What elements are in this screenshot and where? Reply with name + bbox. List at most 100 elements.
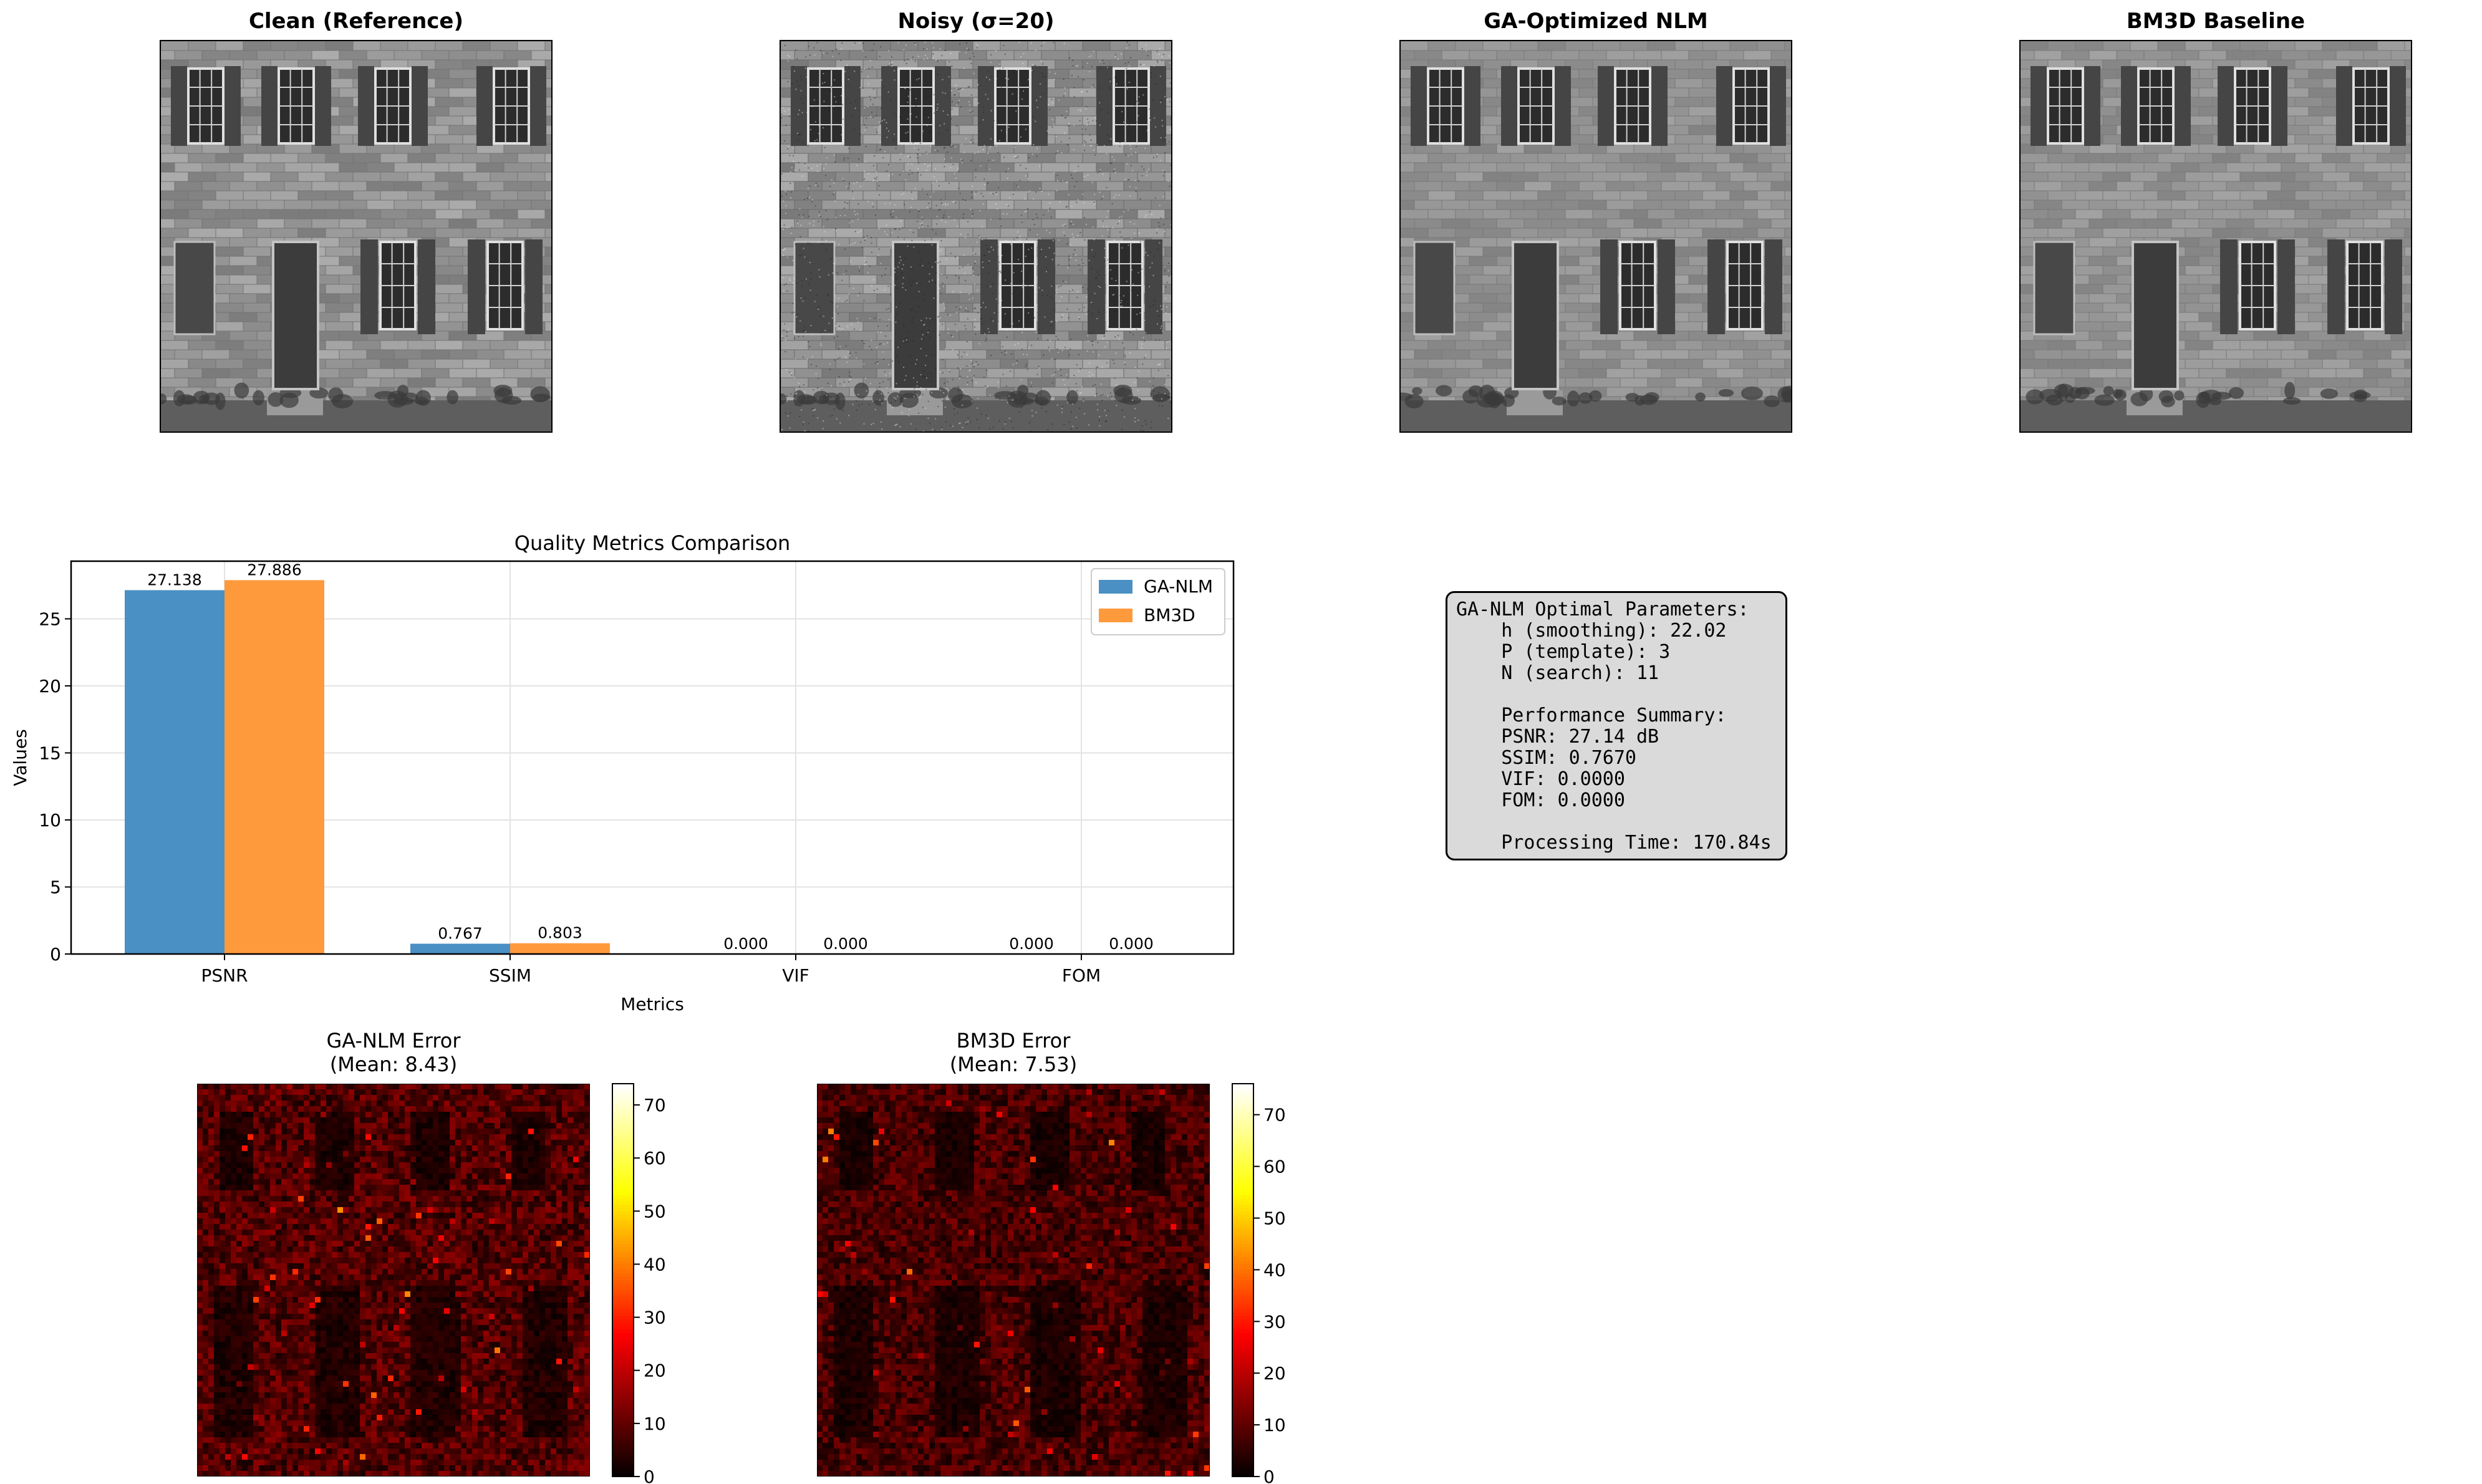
shutter	[881, 66, 897, 146]
panel-title-bm3d: BM3D Baseline	[2019, 9, 2412, 34]
colorbar-tick-label: 10	[1263, 1415, 1286, 1435]
shutter	[1765, 239, 1782, 334]
colorbar-tick-label: 0	[1263, 1467, 1275, 1484]
door	[273, 242, 318, 389]
info-line: P (template): 3	[1456, 642, 1785, 663]
clean-reference-image	[160, 40, 553, 433]
legend-swatch	[1099, 609, 1132, 622]
heatmap-subtitle-bm3d: (Mean: 7.53)	[817, 1053, 1210, 1076]
shutter	[2084, 66, 2100, 146]
blank-shutter	[2034, 242, 2074, 334]
shutter	[2390, 66, 2406, 146]
shutter	[225, 66, 241, 146]
info-line	[1456, 684, 1785, 705]
shutter	[1707, 239, 1725, 334]
colorbar-tick-label: 20	[1263, 1363, 1286, 1384]
heatmap-title-ga-nlm: GA-NLM Error	[197, 1029, 590, 1053]
shutter	[844, 66, 861, 146]
shutter	[476, 66, 493, 146]
y-tick-label: 15	[39, 743, 61, 763]
shutter	[1088, 239, 1105, 334]
colorbar-tick-label: 50	[1263, 1208, 1286, 1229]
colorbar-tick-label: 30	[1263, 1311, 1286, 1332]
shutter	[1600, 239, 1618, 334]
bar-ga-nlm-psnr	[125, 590, 225, 954]
bar-value-label: 0.000	[1109, 935, 1154, 953]
colorbar-tick-label: 40	[644, 1254, 666, 1274]
y-tick-label: 0	[50, 944, 61, 965]
legend-swatch	[1099, 580, 1132, 594]
x-tick-label: FOM	[1062, 965, 1101, 986]
heatmap-subtitle-ga-nlm: (Mean: 8.43)	[197, 1053, 590, 1076]
shutter	[412, 66, 428, 146]
shutter	[791, 66, 807, 146]
bm3d-image	[2019, 40, 2412, 433]
colorbar-tick-label: 60	[644, 1148, 666, 1168]
ga-nlm-error-heatmap	[197, 1084, 590, 1477]
bar-bm3d-ssim	[510, 943, 610, 954]
shutter	[1716, 66, 1732, 146]
colorbar-tick-label: 60	[1263, 1157, 1286, 1177]
shutter	[1501, 66, 1517, 146]
colorbar-tick-label: 40	[1263, 1260, 1286, 1280]
x-tick-label: SSIM	[489, 965, 531, 986]
shutter	[2271, 66, 2287, 146]
shutter	[2218, 66, 2234, 146]
shutter	[525, 239, 543, 334]
shutter	[360, 239, 378, 334]
shutter	[530, 66, 546, 146]
bar-ga-nlm-ssim	[410, 944, 510, 954]
shutter	[1555, 66, 1571, 146]
shutter	[418, 239, 435, 334]
info-line: Processing Time: 170.84s	[1456, 832, 1785, 854]
noisy-image	[780, 40, 1172, 433]
shutter	[358, 66, 374, 146]
info-line: FOM: 0.0000	[1456, 790, 1785, 811]
y-tick-label: 25	[39, 609, 61, 629]
bar-value-label: 0.767	[438, 925, 483, 943]
panel-title-noisy: Noisy (σ=20)	[780, 9, 1172, 34]
shutter	[171, 66, 187, 146]
shutter	[1651, 66, 1668, 146]
legend-label: GA-NLM	[1144, 576, 1213, 597]
x-tick-label: VIF	[782, 965, 809, 986]
info-line: VIF: 0.0000	[1456, 769, 1785, 790]
y-tick-label: 10	[39, 810, 61, 831]
shutter	[2327, 239, 2345, 334]
shutter	[2121, 66, 2137, 146]
bm3d-error-heatmap	[817, 1084, 1210, 1477]
panel-title-clean: Clean (Reference)	[160, 9, 553, 34]
shutter	[315, 66, 331, 146]
blank-shutter	[175, 242, 215, 334]
info-line: GA-NLM Optimal Parameters:	[1456, 599, 1785, 620]
info-line: PSNR: 27.14 dB	[1456, 726, 1785, 748]
ground	[1401, 400, 1791, 431]
info-line: Performance Summary:	[1456, 705, 1785, 726]
door	[893, 242, 938, 389]
shutter	[1598, 66, 1614, 146]
shutter	[2277, 239, 2295, 334]
y-tick-label: 5	[50, 877, 61, 897]
shutter	[935, 66, 951, 146]
info-line: SSIM: 0.7670	[1456, 748, 1785, 769]
bar-value-label: 0.000	[1009, 935, 1054, 953]
bar-value-label: 0.000	[823, 935, 868, 953]
ga-nlm-image	[1399, 40, 1792, 433]
colorbar-tick-label: 10	[644, 1414, 666, 1434]
shutter	[1145, 239, 1162, 334]
panel-title-ga-nlm: GA-Optimized NLM	[1399, 9, 1792, 34]
shutter	[2031, 66, 2047, 146]
bar-value-label: 27.138	[147, 571, 201, 589]
colorbar-tick-label: 20	[644, 1361, 666, 1381]
shutter	[1411, 66, 1427, 146]
shutter	[1464, 66, 1480, 146]
y-axis-label: Values	[10, 729, 31, 786]
shutter	[978, 66, 994, 146]
legend-label: BM3D	[1144, 605, 1195, 625]
shutter	[2336, 66, 2352, 146]
bar-value-label: 0.000	[723, 935, 768, 953]
shutter	[2385, 239, 2402, 334]
shutter	[2175, 66, 2191, 146]
